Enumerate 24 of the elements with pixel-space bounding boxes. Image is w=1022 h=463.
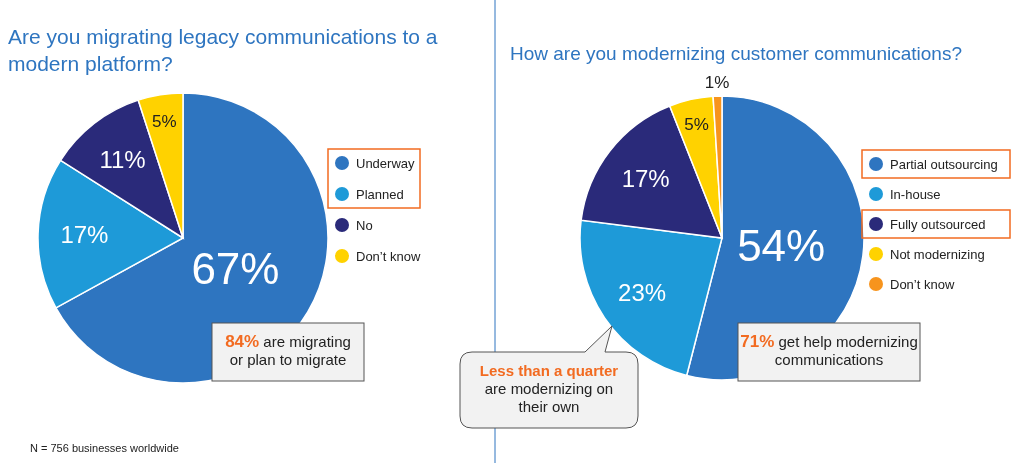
legend-label: Fully outsourced bbox=[890, 216, 986, 232]
legend-label: Underway bbox=[356, 155, 416, 171]
chart-title: Are you migrating legacy communications to a modern platform? bbox=[8, 25, 438, 75]
data-label: 5% bbox=[152, 111, 177, 131]
data-label: 17% bbox=[60, 221, 109, 249]
data-label: 17% bbox=[621, 165, 670, 193]
text: 84% are migrating or plan to migrate bbox=[225, 332, 351, 368]
legend-label: Don’t know bbox=[890, 276, 955, 292]
chart-title: How are you modernizing customer communications? bbox=[510, 43, 962, 64]
data-label: 67% bbox=[191, 244, 280, 294]
data-label: 5% bbox=[684, 115, 709, 135]
legend-label: Don’t know bbox=[356, 248, 421, 264]
data-label: 1% bbox=[704, 73, 730, 93]
text: Less than a quarter are modernizing on their own bbox=[479, 361, 619, 415]
legend-label: In-house bbox=[890, 186, 941, 202]
data-label: 54% bbox=[737, 220, 826, 270]
text: N = 756 businesses worldwide bbox=[30, 442, 179, 454]
legend-label: Planned bbox=[356, 186, 404, 202]
text: 71% get help modernizing communications bbox=[740, 332, 918, 368]
data-label: 23% bbox=[618, 278, 667, 306]
data-label: 11% bbox=[99, 146, 146, 174]
legend-label: Not modernizing bbox=[890, 246, 985, 262]
legend-label: Partial outsourcing bbox=[890, 156, 998, 172]
legend-label: No bbox=[356, 217, 373, 233]
